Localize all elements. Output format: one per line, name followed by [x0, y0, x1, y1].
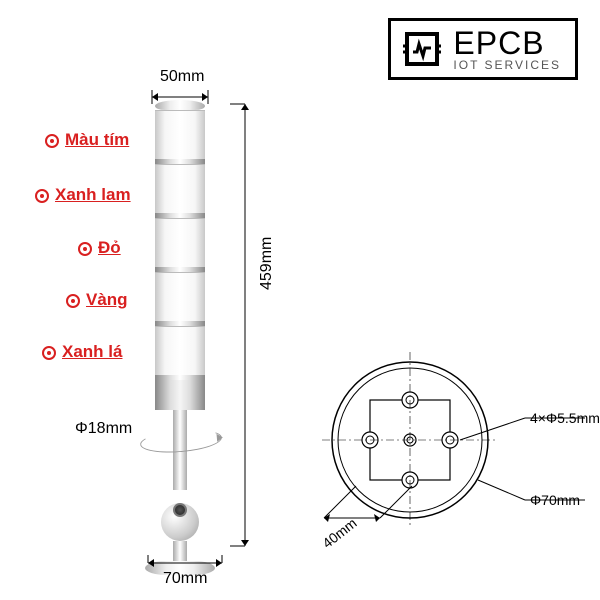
rotate-arrow-icon	[139, 426, 223, 455]
label-seg-3: Đỏ	[78, 238, 121, 258]
logo-sub: IOT SERVICES	[453, 59, 561, 71]
label-seg-2: Xanh lam	[35, 185, 131, 205]
label-seg-4: Vàng	[66, 290, 128, 310]
swivel-ball	[161, 503, 199, 541]
segment-1	[155, 110, 205, 159]
dim-top: 50mm	[160, 68, 204, 86]
segment-4	[155, 272, 205, 321]
segment-3	[155, 218, 205, 267]
ball-hole	[173, 503, 187, 517]
tower-cap	[155, 100, 205, 110]
logo-main: EPCB	[453, 27, 561, 59]
signal-tower	[155, 100, 205, 575]
dim-base: 70mm	[163, 570, 207, 588]
dim-height-line	[230, 100, 260, 550]
pcb-icon	[401, 28, 443, 70]
segment-5	[155, 326, 205, 375]
brand-logo: EPCB IOT SERVICES	[388, 18, 578, 80]
label-seg-5: Xanh lá	[42, 342, 122, 362]
mount-outer: Φ70mm	[530, 492, 580, 508]
label-seg-1: Màu tím	[45, 130, 129, 150]
dim-stem: Φ18mm	[75, 420, 132, 438]
dim-height: 459mm	[258, 237, 276, 290]
mount-holes: 4×Φ5.5mm	[530, 410, 600, 426]
tower-collar	[155, 380, 205, 410]
segment-2	[155, 164, 205, 213]
